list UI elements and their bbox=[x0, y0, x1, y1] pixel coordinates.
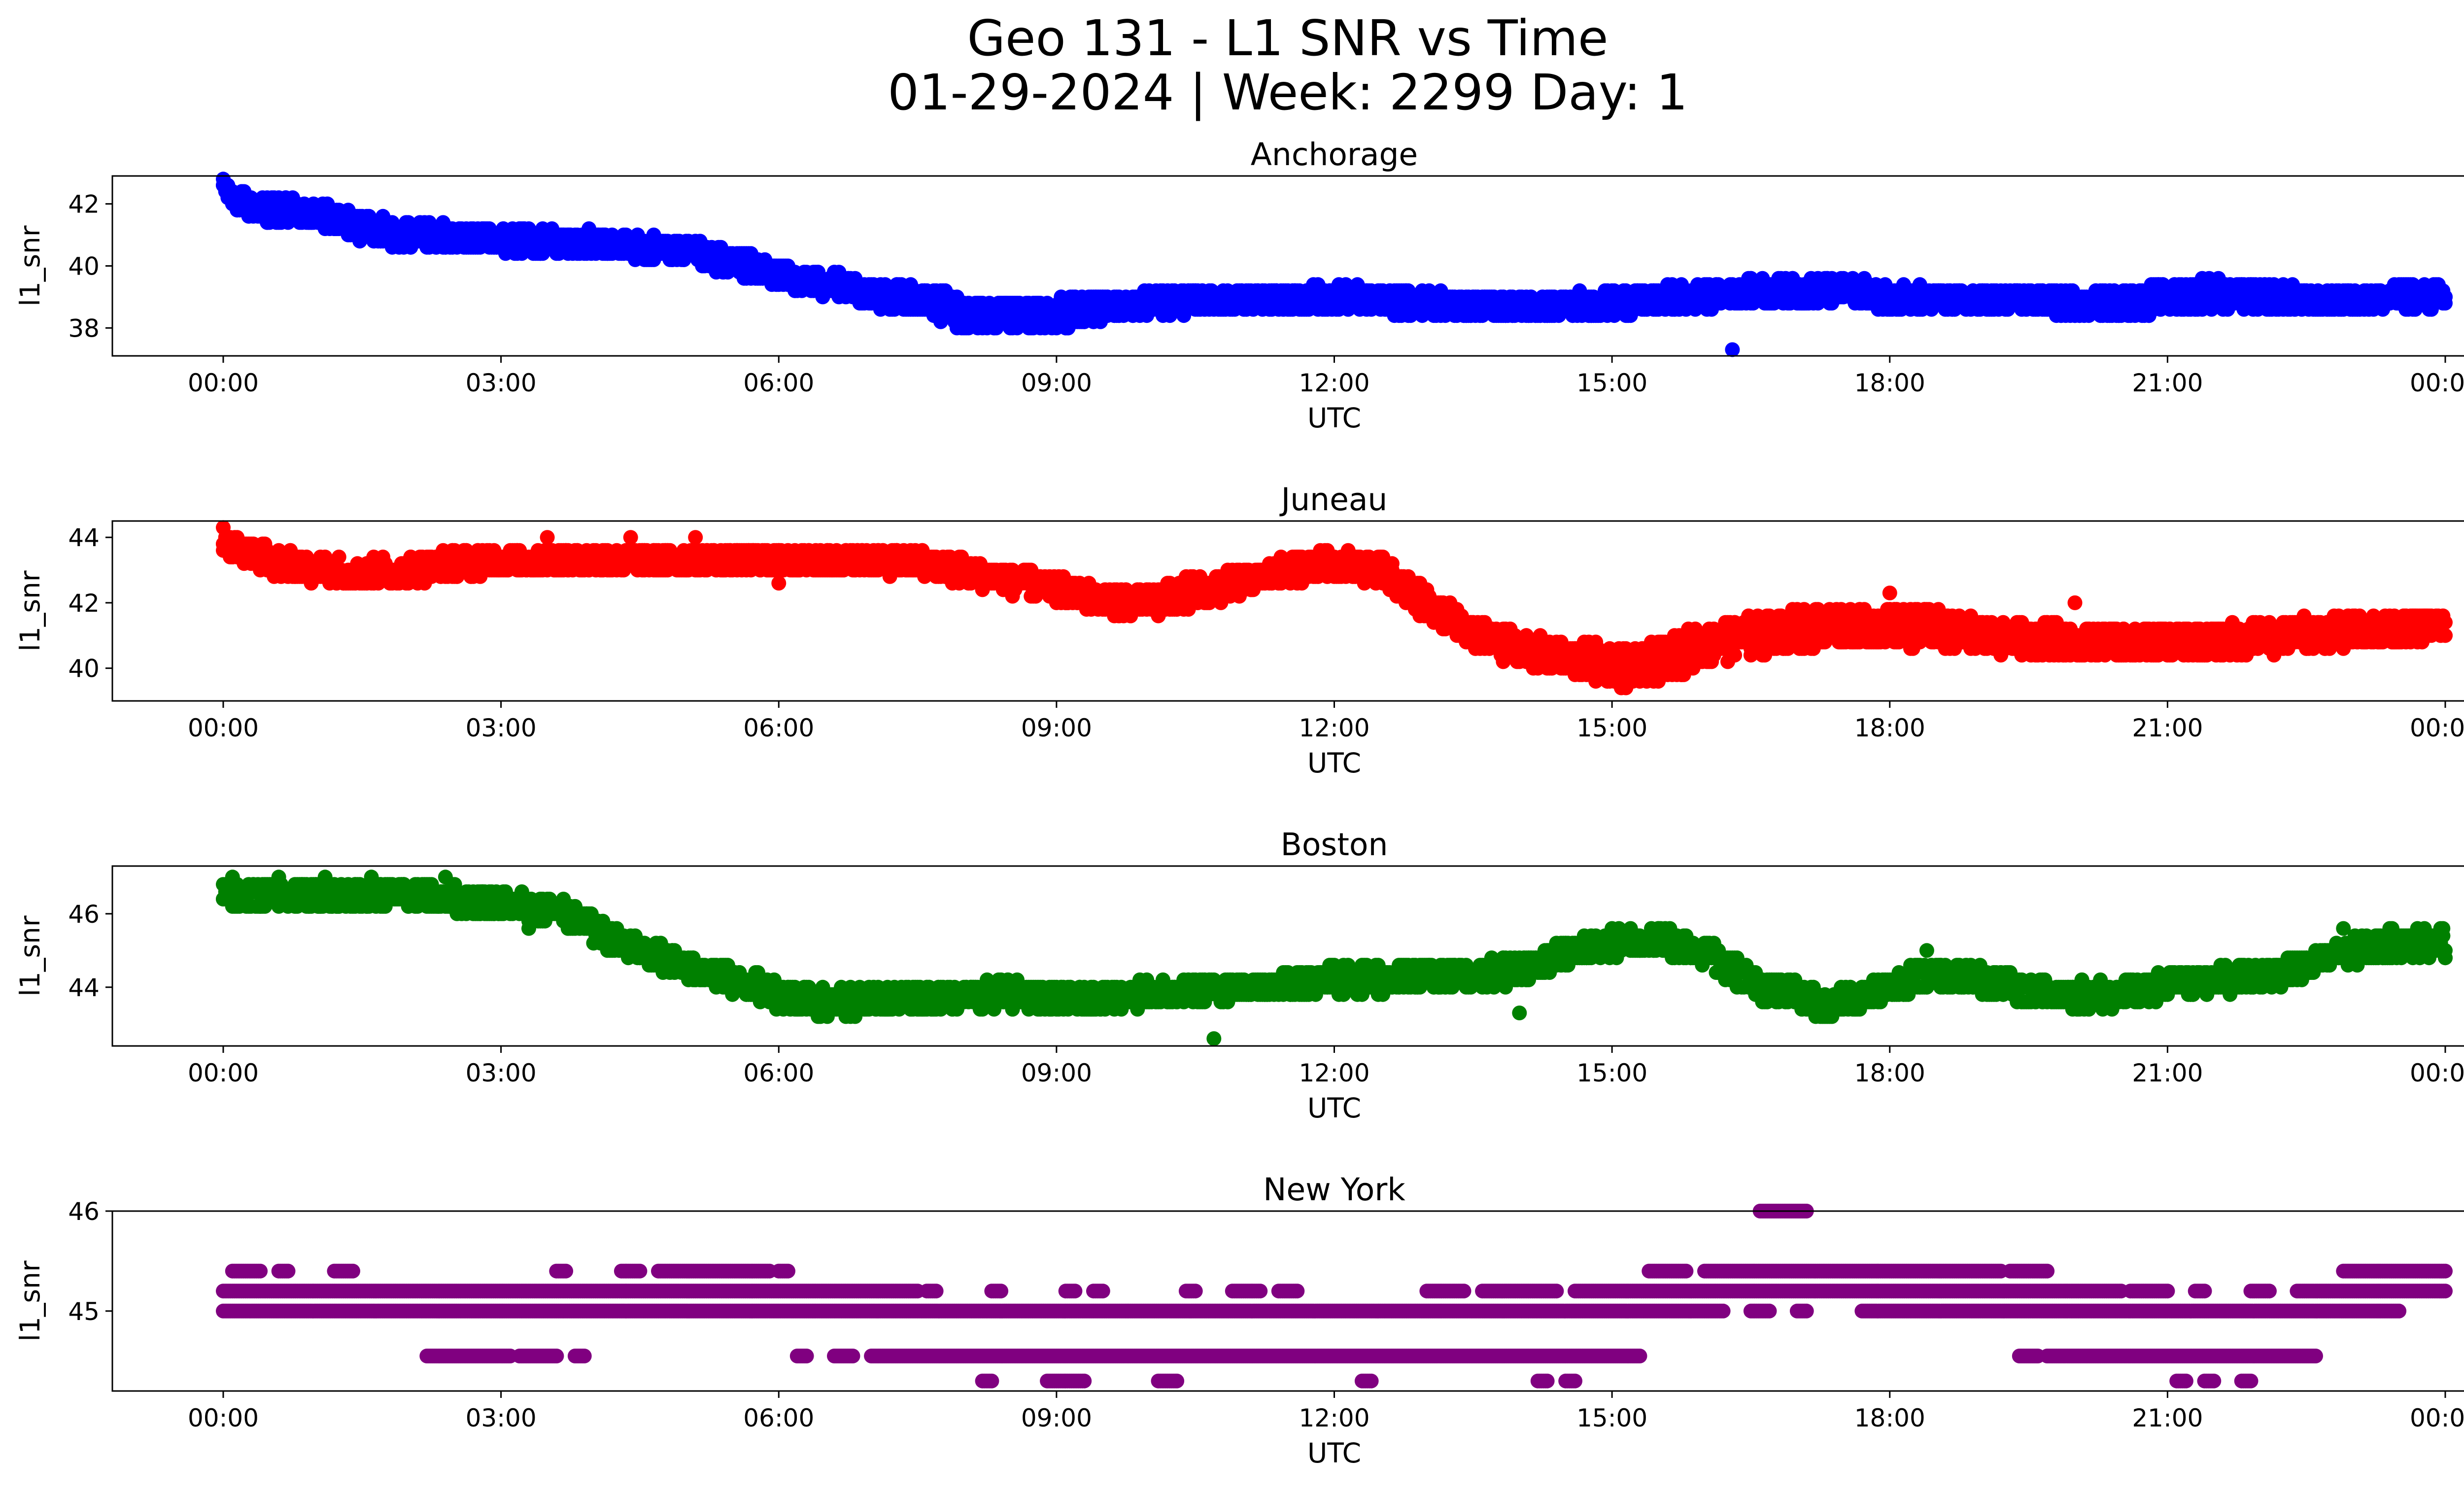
y-axis-label: l1_snr bbox=[14, 225, 46, 306]
figure-title-line1: Geo 131 - L1 SNR vs Time bbox=[967, 9, 1608, 67]
data-point bbox=[1384, 556, 1400, 571]
x-tick-label: 00:00 bbox=[188, 369, 259, 397]
x-axis-label: UTC bbox=[1307, 402, 1361, 434]
data-point bbox=[1727, 648, 1743, 663]
x-tick-label: 18:00 bbox=[1854, 369, 1925, 397]
subplot-title: Juneau bbox=[1279, 482, 1388, 518]
subplot-title: Anchorage bbox=[1251, 137, 1418, 173]
figure-title-line2: 01-29-2024 | Week: 2299 Day: 1 bbox=[888, 64, 1687, 121]
x-tick-label: 06:00 bbox=[743, 369, 814, 397]
y-tick-label: 42 bbox=[68, 190, 100, 219]
y-tick-label: 38 bbox=[68, 314, 100, 343]
data-point bbox=[1058, 320, 1073, 336]
data-point bbox=[811, 265, 826, 280]
x-tick-label: 00:00 bbox=[2410, 369, 2464, 397]
x-tick-label: 09:00 bbox=[1021, 369, 1092, 397]
subplots: Anchorage 00:00 03:00 06:00 09:00 12:00 15:00 1… bbox=[14, 137, 2464, 1469]
data-point bbox=[2438, 296, 2453, 311]
y-tick-label: 40 bbox=[68, 252, 100, 281]
x-tick-label: 03:00 bbox=[466, 369, 537, 397]
data-point bbox=[1725, 342, 1740, 357]
x-tick-label: 15:00 bbox=[1576, 369, 1647, 397]
x-tick-label: 21:00 bbox=[2132, 369, 2203, 397]
subplot-anchorage: Anchorage 00:00 03:00 06:00 09:00 12:00 15:00 1… bbox=[14, 137, 2464, 434]
x-tick-label: 12:00 bbox=[1299, 369, 1369, 397]
data-points bbox=[216, 172, 2453, 357]
data-point bbox=[331, 550, 346, 564]
